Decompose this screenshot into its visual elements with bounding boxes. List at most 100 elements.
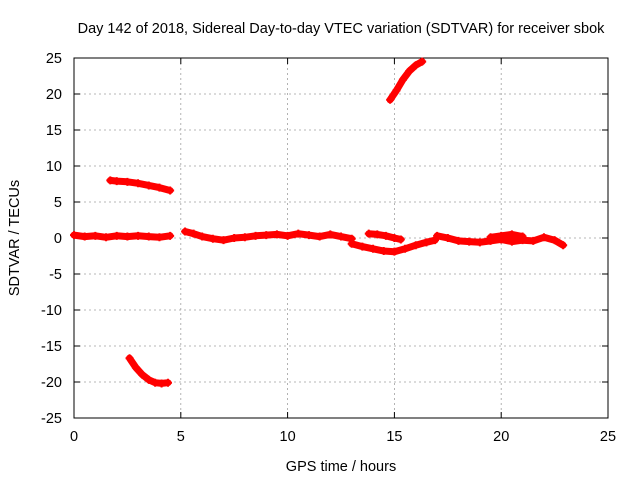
data-point bbox=[411, 241, 420, 250]
data-point bbox=[392, 86, 401, 95]
data-point bbox=[326, 230, 335, 239]
data-point bbox=[347, 239, 356, 248]
data-point bbox=[70, 231, 78, 240]
data-point bbox=[454, 236, 463, 245]
chart-title: Day 142 of 2018, Sidereal Day-to-day VTE… bbox=[78, 21, 606, 37]
data-point bbox=[381, 231, 390, 240]
series-trace bbox=[487, 230, 527, 241]
y-tick-label: -10 bbox=[41, 303, 62, 319]
data-point bbox=[138, 370, 147, 379]
data-point bbox=[230, 234, 239, 242]
data-point bbox=[144, 181, 153, 190]
data-point bbox=[539, 233, 548, 242]
data-point bbox=[398, 75, 407, 84]
data-point bbox=[358, 242, 367, 251]
data-point bbox=[112, 177, 121, 186]
series-arc-3 bbox=[125, 354, 172, 388]
series-arc-5 bbox=[347, 236, 439, 256]
data-point bbox=[304, 231, 313, 240]
data-point bbox=[497, 231, 506, 240]
data-point bbox=[91, 231, 100, 240]
data-point bbox=[123, 177, 132, 186]
data-point bbox=[529, 236, 538, 245]
data-point bbox=[166, 231, 175, 240]
axis-ticks: 0 5 10 15 20 25 25 20 15 10 5 0 -5 -10 -15 -20 -25 bbox=[41, 51, 616, 445]
data-point bbox=[155, 233, 164, 242]
y-tick-label: -5 bbox=[49, 267, 62, 283]
data-point bbox=[364, 229, 373, 238]
y-tick-label: 0 bbox=[54, 231, 62, 247]
data-point bbox=[163, 378, 172, 387]
data-point bbox=[294, 229, 303, 238]
data-point bbox=[550, 236, 559, 245]
data-point bbox=[418, 57, 427, 66]
data-point bbox=[125, 354, 134, 363]
series-arc-6 bbox=[364, 229, 405, 244]
data-point bbox=[198, 232, 207, 241]
data-point bbox=[134, 231, 143, 240]
series-arc-4 bbox=[181, 227, 356, 245]
data-point bbox=[559, 241, 568, 250]
data-point bbox=[219, 236, 228, 245]
data-point bbox=[131, 363, 140, 372]
data-point bbox=[272, 230, 281, 239]
data-point bbox=[379, 246, 388, 255]
y-tick-label: -25 bbox=[41, 411, 62, 427]
y-axis-label: SDTVAR / TECUs bbox=[7, 180, 23, 296]
data-point bbox=[390, 234, 399, 242]
data-point bbox=[507, 230, 516, 239]
data-point bbox=[80, 232, 89, 241]
data-point bbox=[144, 375, 153, 384]
series-arc-7 bbox=[386, 57, 427, 104]
y-tick-label: -20 bbox=[41, 375, 62, 391]
data-point bbox=[465, 237, 474, 246]
data-point bbox=[486, 233, 495, 242]
x-tick-label: 20 bbox=[493, 429, 509, 445]
y-tick-label: 10 bbox=[46, 159, 62, 175]
x-axis-label: GPS time / hours bbox=[286, 459, 396, 475]
x-tick-label: 0 bbox=[70, 429, 78, 445]
data-point bbox=[405, 66, 414, 75]
series-arc-2 bbox=[106, 176, 175, 195]
data-point bbox=[507, 237, 516, 246]
data-point bbox=[386, 95, 395, 104]
data-point bbox=[422, 238, 431, 247]
series-trace bbox=[70, 231, 174, 241]
x-tick-label: 5 bbox=[177, 429, 185, 445]
y-tick-label: 20 bbox=[46, 87, 62, 103]
grid-lines bbox=[74, 58, 608, 418]
series-arc-9 bbox=[486, 230, 527, 242]
y-tick-label: 15 bbox=[46, 123, 62, 139]
data-point bbox=[475, 238, 484, 247]
data-point bbox=[123, 232, 132, 241]
data-point bbox=[518, 232, 527, 241]
y-tick-label: 5 bbox=[54, 195, 62, 211]
data-point bbox=[433, 231, 442, 240]
data-point bbox=[240, 233, 249, 242]
data-point bbox=[166, 186, 175, 195]
x-tick-label: 25 bbox=[600, 429, 616, 445]
data-point bbox=[396, 235, 405, 244]
x-tick-label: 15 bbox=[386, 429, 402, 445]
data-point bbox=[112, 231, 121, 240]
y-tick-label: 25 bbox=[46, 51, 62, 67]
data-point bbox=[189, 229, 198, 238]
data-point bbox=[155, 183, 164, 192]
data-series bbox=[70, 57, 568, 388]
data-point bbox=[208, 234, 217, 243]
data-point bbox=[251, 231, 260, 240]
data-point bbox=[181, 227, 190, 236]
data-point bbox=[369, 244, 378, 253]
data-point bbox=[315, 232, 324, 241]
data-point bbox=[262, 231, 271, 240]
data-point bbox=[373, 230, 382, 239]
data-point bbox=[102, 233, 111, 242]
data-point bbox=[283, 231, 292, 240]
data-point bbox=[443, 234, 452, 242]
data-point bbox=[401, 244, 410, 253]
data-point bbox=[390, 247, 399, 256]
data-point bbox=[144, 232, 153, 241]
data-point bbox=[134, 179, 143, 188]
y-tick-label: -15 bbox=[41, 339, 62, 355]
